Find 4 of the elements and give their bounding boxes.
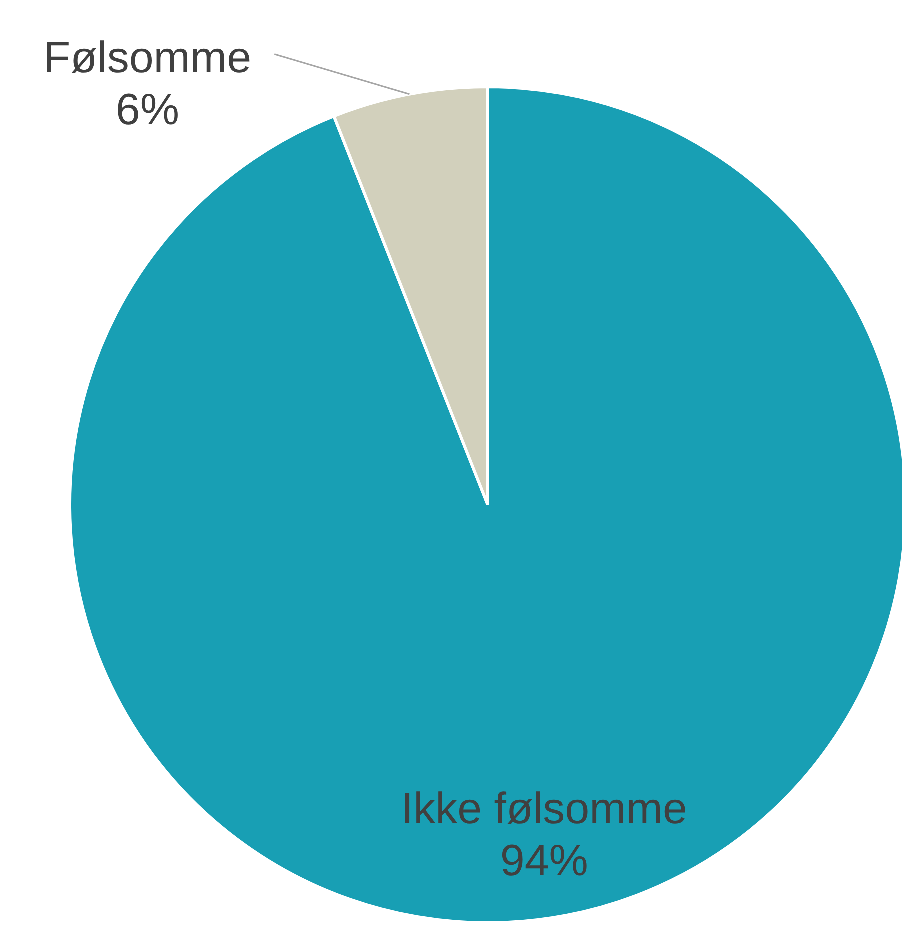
data-label: 6% [116,85,180,134]
data-label: 94% [500,836,588,886]
slice-label: Følsomme [44,33,252,82]
slice-label: Ikke følsomme [401,784,688,834]
